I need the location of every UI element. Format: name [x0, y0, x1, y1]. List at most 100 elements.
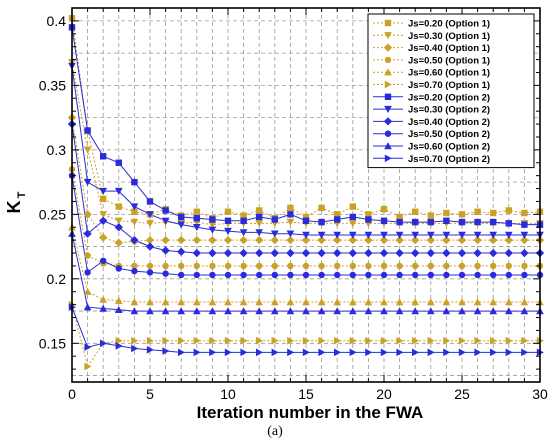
- data-point: [443, 262, 450, 270]
- data-point: [349, 271, 356, 279]
- legend-marker: [383, 117, 393, 126]
- y-axis-title-subscript: T: [16, 191, 28, 198]
- data-point: [333, 248, 342, 258]
- legend-label: Js=0.60 (Option 2): [408, 142, 490, 153]
- data-point: [286, 298, 295, 306]
- data-point: [349, 348, 357, 357]
- data-point: [473, 298, 482, 306]
- data-point: [161, 217, 170, 225]
- data-point: [115, 265, 123, 272]
- data-point: [177, 298, 186, 306]
- data-point: [162, 207, 169, 214]
- y-axis-title: K T: [4, 191, 28, 213]
- data-point: [177, 307, 186, 315]
- data-point: [380, 336, 388, 345]
- data-point: [208, 226, 217, 234]
- data-point: [209, 262, 216, 270]
- data-point: [318, 262, 325, 270]
- data-point: [365, 211, 372, 218]
- data-point: [114, 305, 123, 313]
- data-point: [115, 159, 122, 166]
- data-point: [380, 348, 388, 357]
- data-point: [317, 248, 326, 258]
- data-point: [131, 208, 138, 215]
- data-point: [271, 271, 278, 279]
- data-point: [504, 248, 513, 258]
- data-point: [380, 307, 388, 315]
- data-point: [239, 235, 248, 245]
- legend-marker: [384, 93, 392, 100]
- data-point: [365, 271, 372, 279]
- data-point: [490, 209, 497, 217]
- data-point: [443, 209, 450, 217]
- data-point: [426, 298, 435, 306]
- data-point: [333, 307, 342, 315]
- data-point: [474, 208, 481, 215]
- x-tick-label: 25: [454, 386, 470, 402]
- data-point: [239, 248, 248, 258]
- data-point: [520, 235, 529, 245]
- data-point: [84, 127, 91, 134]
- legend-marker: [383, 43, 393, 52]
- data-point: [412, 336, 420, 345]
- data-point: [146, 198, 154, 205]
- data-point: [99, 304, 108, 312]
- data-point: [473, 248, 482, 258]
- data-point: [457, 235, 467, 245]
- data-point: [520, 231, 529, 239]
- data-point: [255, 235, 264, 245]
- data-point: [490, 271, 497, 279]
- data-point: [458, 211, 466, 218]
- data-point: [334, 211, 341, 218]
- data-point: [100, 153, 107, 160]
- data-point: [521, 271, 528, 279]
- data-point: [287, 271, 294, 279]
- data-point: [240, 336, 248, 345]
- data-point: [364, 307, 373, 315]
- data-point: [427, 348, 435, 357]
- legend-marker: [384, 154, 392, 163]
- data-point: [504, 235, 513, 245]
- data-point: [302, 336, 310, 345]
- data-point: [130, 307, 139, 315]
- data-point: [489, 235, 498, 245]
- data-point: [334, 262, 341, 270]
- data-point: [458, 262, 466, 270]
- data-point: [286, 248, 295, 258]
- data-point: [395, 307, 404, 315]
- data-point: [224, 208, 232, 215]
- data-point: [223, 248, 233, 258]
- data-point: [239, 307, 248, 315]
- legend-marker: [384, 142, 392, 150]
- y-tick-label: 0.3: [47, 142, 67, 158]
- data-point: [317, 235, 326, 245]
- data-point: [334, 271, 341, 279]
- data-point: [302, 307, 310, 315]
- data-point: [380, 262, 388, 270]
- data-point: [348, 298, 357, 306]
- data-point: [224, 307, 232, 315]
- legend-marker: [384, 105, 392, 113]
- data-point: [334, 336, 342, 345]
- data-point: [131, 178, 138, 186]
- data-point: [333, 235, 342, 245]
- data-point: [100, 195, 107, 203]
- data-point: [145, 235, 155, 245]
- data-point: [318, 204, 325, 212]
- data-point: [287, 336, 295, 345]
- data-point: [489, 248, 498, 258]
- data-point: [131, 336, 139, 345]
- x-tick-label: 15: [298, 386, 314, 402]
- data-point: [192, 235, 201, 245]
- data-point: [458, 218, 466, 226]
- data-point: [115, 336, 123, 345]
- data-point: [427, 336, 435, 345]
- data-point: [505, 348, 513, 357]
- data-point: [302, 298, 310, 306]
- data-point: [99, 295, 108, 303]
- data-point: [161, 298, 170, 306]
- data-point: [270, 307, 279, 315]
- data-point: [99, 187, 108, 195]
- data-point: [443, 271, 450, 279]
- data-point: [412, 208, 419, 215]
